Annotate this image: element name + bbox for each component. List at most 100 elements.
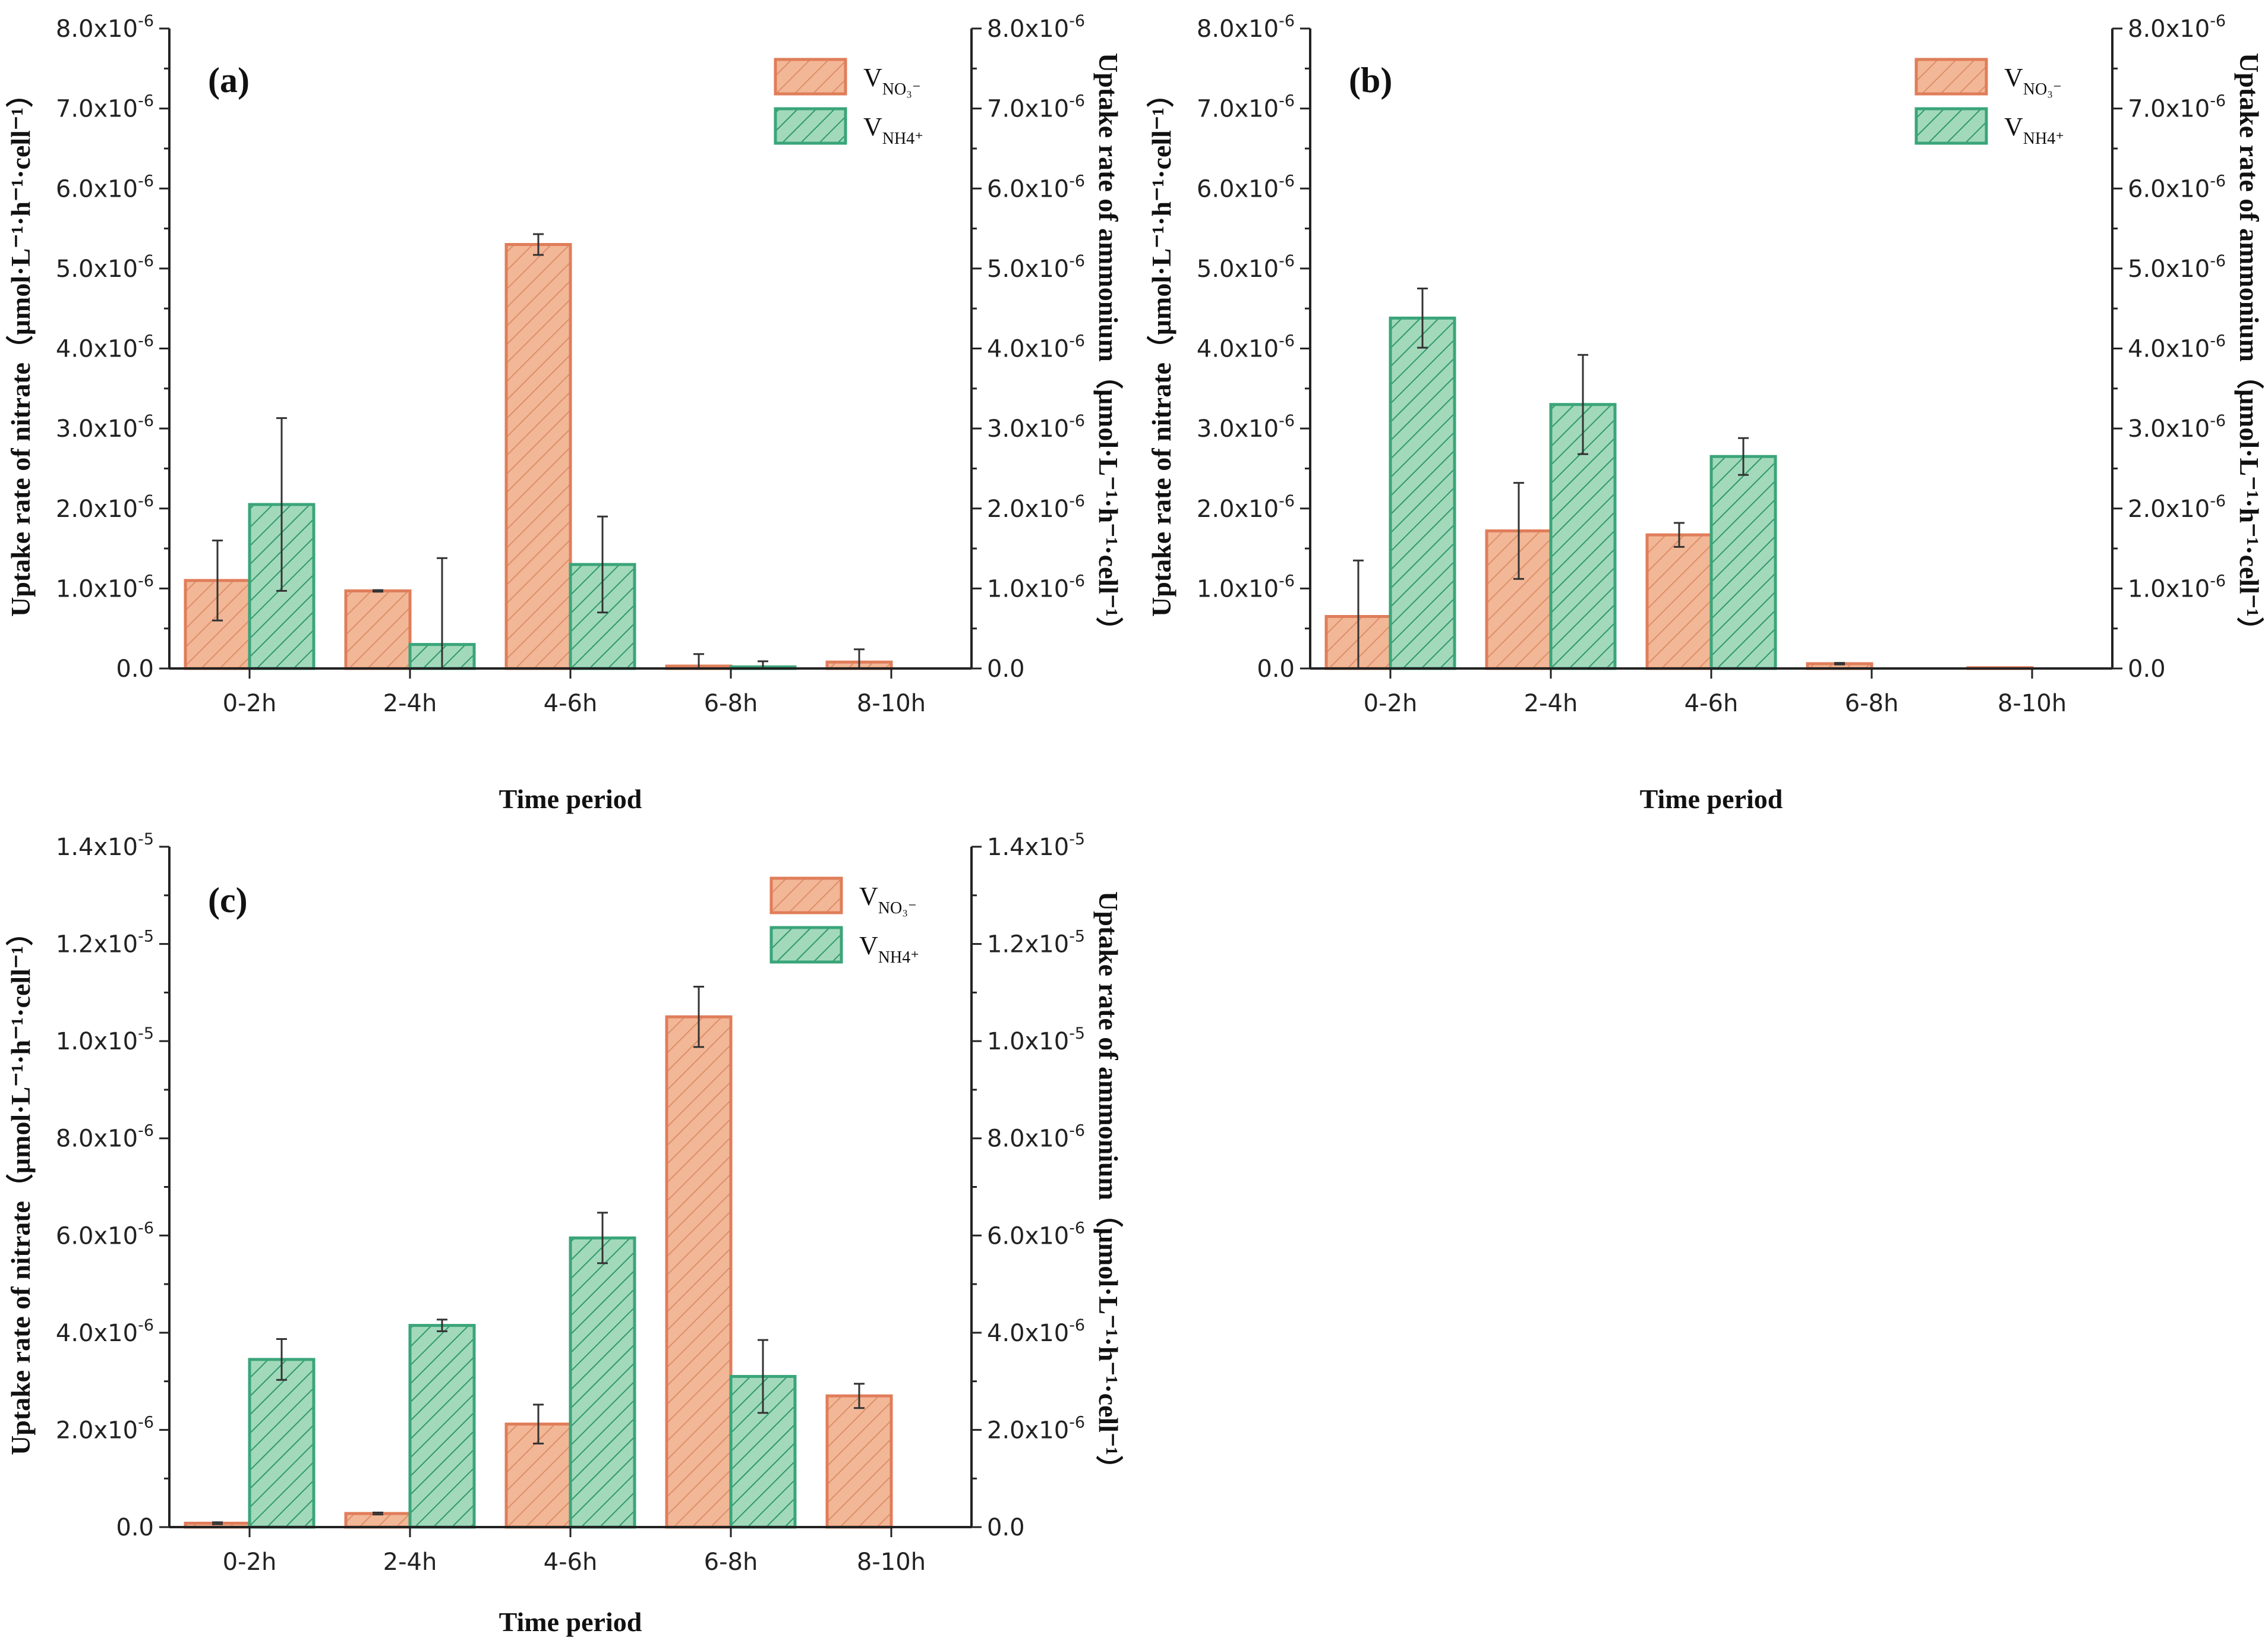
- y-tick-label-left: 1.0x10-6: [1197, 572, 1295, 603]
- bar-ammonium-0-2h: [248, 1358, 316, 1529]
- x-tick-label: 4-6h: [544, 690, 598, 717]
- y-tick-mantissa: 2.0x10: [56, 1417, 138, 1444]
- y-tick-label-left: 8.0x10-6: [56, 1122, 154, 1153]
- x-tick-label: 2-4h: [383, 690, 437, 717]
- y-tick-label-left: 0.0: [1257, 655, 1295, 683]
- y-tick-exponent: -6: [1069, 1413, 1085, 1431]
- y-tick-exponent: -6: [1069, 12, 1085, 30]
- y-tick-label-right: 1.0x10-5: [987, 1024, 1085, 1055]
- x-tick-label: 4-6h: [1685, 690, 1739, 717]
- y-tick-exponent: -6: [1279, 492, 1295, 510]
- y-tick-mantissa: 1.0x10: [987, 575, 1069, 603]
- y-tick-label-right: 4.0x10-6: [987, 332, 1085, 363]
- y-tick-mantissa: 1.0x10: [56, 575, 138, 603]
- y-tick-exponent: -6: [1279, 172, 1295, 190]
- y-tick-label-left: 3.0x10-6: [1197, 412, 1295, 443]
- y-tick-mantissa: 2.0x10: [2128, 496, 2210, 523]
- y-tick-label-right: 1.4x10-5: [987, 830, 1085, 861]
- y-tick-label-left: 5.0x10-6: [56, 252, 154, 283]
- y-axis-title-right: Uptake rate of ammonium（μmol·L⁻¹·h⁻¹·cel…: [1093, 891, 1124, 1483]
- y-tick-label-right: 1.0x10-6: [987, 572, 1085, 603]
- y-tick-exponent: -6: [138, 1316, 154, 1335]
- y-tick-exponent: -6: [2210, 332, 2226, 351]
- y-tick-label-right: 2.0x10-6: [987, 492, 1085, 523]
- y-tick-exponent: -6: [2210, 92, 2226, 111]
- y-tick-label-left: 0.0: [116, 1514, 154, 1541]
- bar-nitrate-4-6h: [1645, 533, 1713, 670]
- y-tick-exponent: -6: [1279, 332, 1295, 351]
- y-tick-label-left: 6.0x10-6: [56, 1219, 154, 1250]
- y-tick-exponent: -6: [138, 1413, 154, 1431]
- y-tick-exponent: -6: [1069, 1122, 1085, 1140]
- y-tick-mantissa: 7.0x10: [56, 96, 138, 123]
- y-tick-mantissa: 4.0x10: [56, 336, 138, 363]
- y-tick-exponent: -6: [1069, 92, 1085, 111]
- y-tick-mantissa: 6.0x10: [987, 1222, 1069, 1250]
- legend-label-subscript: NH4⁺: [2023, 130, 2064, 148]
- y-tick-label-left: 6.0x10-6: [1197, 172, 1295, 203]
- bar-nitrate-8-10h: [825, 1394, 893, 1529]
- y-tick-mantissa: 3.0x10: [2128, 415, 2210, 443]
- y-tick-label-left: 4.0x10-6: [56, 1316, 154, 1347]
- y-tick-exponent: -6: [1279, 252, 1295, 270]
- y-tick-mantissa: 4.0x10: [2128, 336, 2210, 363]
- y-tick-mantissa: 1.2x10: [987, 931, 1069, 958]
- y-tick-mantissa: 8.0x10: [1197, 15, 1279, 43]
- y-tick-exponent: -6: [2210, 572, 2226, 590]
- y-tick-mantissa: 6.0x10: [987, 175, 1069, 203]
- y-tick-label-right: 8.0x10-6: [987, 12, 1085, 43]
- y-tick-label-right: 7.0x10-6: [2128, 92, 2226, 123]
- y-tick-label-right: 6.0x10-6: [987, 172, 1085, 203]
- y-tick-label-left: 4.0x10-6: [56, 332, 154, 363]
- y-axis-title-left: Uptake rate of nitrate（μmol·L⁻¹·h⁻¹·cell…: [5, 80, 36, 617]
- y-tick-exponent: -5: [138, 928, 154, 946]
- y-tick-label-left: 2.0x10-6: [56, 1413, 154, 1444]
- y-tick-exponent: -6: [138, 1122, 154, 1140]
- x-tick-label: 6-8h: [704, 1548, 758, 1576]
- chart-panel-b: 0.0 0.01.0x10-6 1.0x10-62.0x10-6 2.0x10-63.…: [1146, 12, 2264, 814]
- y-axis-title-left: Uptake rate of nitrate（μmol·L⁻¹·h⁻¹·cell…: [1146, 80, 1176, 617]
- y-tick-label-left: 5.0x10-6: [1197, 252, 1295, 283]
- y-tick-label-left: 8.0x10-6: [1197, 12, 1295, 43]
- y-tick-label-left: 1.4x10-5: [56, 830, 154, 861]
- legend-swatch-ammonium: [1914, 107, 1988, 145]
- y-tick-mantissa: 0.0: [2128, 655, 2166, 683]
- y-tick-exponent: -6: [2210, 412, 2226, 430]
- x-axis-title: Time period: [1640, 784, 1783, 814]
- y-tick-exponent: -6: [1069, 572, 1085, 590]
- x-tick-label: 4-6h: [544, 1548, 598, 1576]
- y-tick-label-right: 7.0x10-6: [987, 92, 1085, 123]
- y-tick-mantissa: 2.0x10: [987, 1417, 1069, 1444]
- y-tick-mantissa: 8.0x10: [56, 15, 138, 43]
- legend-swatch-nitrate: [1914, 58, 1988, 96]
- legend-swatch-nitrate: [769, 876, 843, 914]
- y-tick-mantissa: 5.0x10: [56, 256, 138, 283]
- panel-label: (a): [208, 61, 250, 100]
- y-tick-mantissa: 6.0x10: [56, 175, 138, 203]
- legend-label-subscript: NH4⁺: [878, 948, 919, 967]
- y-tick-mantissa: 7.0x10: [1197, 96, 1279, 123]
- y-tick-mantissa: 2.0x10: [56, 496, 138, 523]
- x-tick-label: 8-10h: [857, 690, 926, 717]
- y-tick-mantissa: 4.0x10: [1197, 336, 1279, 363]
- y-tick-mantissa: 3.0x10: [1197, 415, 1279, 443]
- y-tick-label-right: 3.0x10-6: [2128, 412, 2226, 443]
- y-tick-mantissa: 6.0x10: [1197, 175, 1279, 203]
- legend-label-base: V: [863, 63, 882, 92]
- x-tick-label: 0-2h: [223, 690, 277, 717]
- x-axis-title: Time period: [499, 1607, 642, 1637]
- y-tick-exponent: -6: [2210, 492, 2226, 510]
- y-tick-exponent: -6: [138, 332, 154, 351]
- bar-nitrate-2-4h: [344, 1512, 412, 1529]
- y-tick-exponent: -6: [138, 92, 154, 111]
- bar-nitrate-2-4h: [344, 589, 412, 670]
- y-tick-exponent: -6: [1069, 252, 1085, 270]
- legend-label-base: V: [863, 112, 882, 141]
- y-tick-mantissa: 1.0x10: [56, 1028, 138, 1055]
- y-tick-label-left: 2.0x10-6: [1197, 492, 1295, 523]
- y-tick-exponent: -6: [2210, 12, 2226, 30]
- y-tick-exponent: -6: [1069, 492, 1085, 510]
- y-tick-mantissa: 5.0x10: [2128, 256, 2210, 283]
- y-tick-label-left: 0.0: [116, 655, 154, 683]
